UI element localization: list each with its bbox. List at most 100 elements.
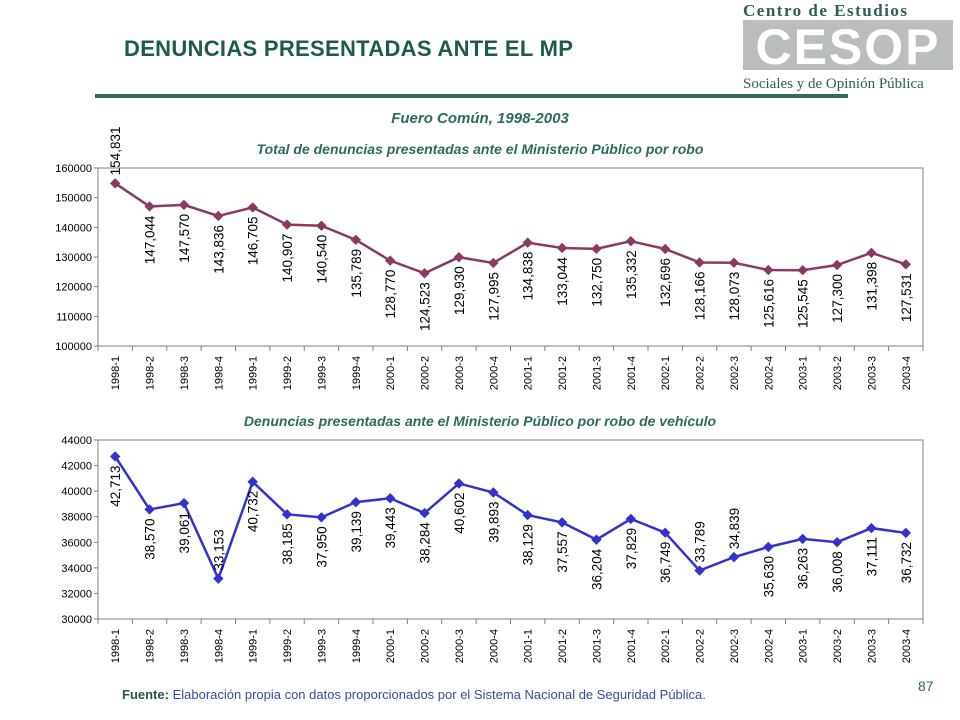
chart1-data-label: 147,044 xyxy=(143,215,158,264)
chart2-xtick-label: 2000-1 xyxy=(385,629,397,663)
chart2-data-label: 42,713 xyxy=(108,465,123,506)
chart2-point xyxy=(144,504,155,515)
chart1-point xyxy=(522,237,533,248)
chart2-title: Denuncias presentadas ante el Ministerio… xyxy=(243,413,717,429)
chart1-point xyxy=(659,243,671,255)
chart1-xtick-label: 1998-2 xyxy=(145,356,157,390)
chart2-xtick-label: 2000-4 xyxy=(488,629,500,663)
chart1-data-label: 132,696 xyxy=(658,258,673,307)
chart2-point xyxy=(488,487,499,498)
chart2-xtick-label: 2003-3 xyxy=(866,629,878,663)
chart1-series-line xyxy=(114,182,907,275)
chart1-point xyxy=(453,252,465,263)
chart2-data-label: 33,153 xyxy=(211,529,226,570)
chart1-ytick-label: 120000 xyxy=(55,282,92,294)
chart1-xtick-label: 2001-4 xyxy=(626,356,638,390)
chart2-xtick-label: 2000-3 xyxy=(454,629,466,663)
chart1-data-label: 131,398 xyxy=(864,262,879,311)
chart2-ytick-label: 42000 xyxy=(61,461,92,473)
chart2-point xyxy=(728,551,740,563)
logo-top-text: Centro de Estudios xyxy=(743,1,909,20)
chart2-data-label: 39,443 xyxy=(383,507,398,548)
chart2-point xyxy=(522,509,533,521)
chart2-xtick-label: 1999-4 xyxy=(351,629,363,663)
chart1-data-label: 127,300 xyxy=(830,274,845,323)
chart1-xtick-label: 1998-1 xyxy=(110,356,122,390)
chart2-data-label: 39,893 xyxy=(486,502,501,543)
chart1-point xyxy=(900,259,912,270)
chart-subtitle: Fuero Común, 1998-2003 xyxy=(391,110,569,127)
chart1-xtick-label: 2002-2 xyxy=(695,356,707,390)
logo-block xyxy=(743,20,953,70)
chart1-data-label: 140,540 xyxy=(314,235,329,284)
chart2-data-label: 36,749 xyxy=(658,542,673,583)
chart2-series-line xyxy=(114,455,906,583)
chart1-point xyxy=(556,242,568,254)
chart1-point xyxy=(694,257,705,268)
chart2-data-label: 36,732 xyxy=(899,542,914,583)
chart2-data-label: 36,263 xyxy=(796,548,811,589)
chart2-point xyxy=(900,527,912,539)
chart1-xtick-label: 2003-2 xyxy=(832,356,844,390)
chart2-xtick-label: 1999-2 xyxy=(282,629,294,663)
chart1-data-label: 124,523 xyxy=(418,282,433,331)
chart2-ytick-label: 34000 xyxy=(61,563,92,575)
chart1-point xyxy=(281,219,293,230)
chart1-xtick-label: 1998-3 xyxy=(179,356,191,390)
chart2-xtick-label: 2003-4 xyxy=(901,629,913,663)
chart1-point xyxy=(109,178,121,189)
chart1-title: Total de denuncias presentadas ante el M… xyxy=(256,141,704,157)
chart1-data-label: 147,570 xyxy=(177,214,192,263)
chart1-data-label: 125,545 xyxy=(796,279,811,328)
chart1-xtick-label: 2002-3 xyxy=(729,356,741,390)
chart2-xtick-label: 2000-2 xyxy=(420,629,432,663)
chart1-point xyxy=(178,199,190,211)
chart1-point xyxy=(866,247,877,259)
chart2-point xyxy=(556,517,568,528)
chart1-xtick-label: 2001-2 xyxy=(557,356,569,390)
chart2-xtick-label: 2001-3 xyxy=(591,629,603,663)
chart1-xtick-label: 2000-4 xyxy=(488,356,500,390)
chart2-ytick-label: 30000 xyxy=(61,614,92,626)
chart1-point xyxy=(350,234,362,246)
chart2-data-label: 38,284 xyxy=(418,522,433,564)
logo-letters: CESOP xyxy=(755,19,940,75)
chart1-data-label: 127,531 xyxy=(899,273,914,322)
chart2-data-label: 40,602 xyxy=(452,492,467,533)
chart2-data-label: 39,139 xyxy=(349,511,364,552)
chart2-data-label: 37,111 xyxy=(864,537,879,576)
chart1-data-label: 132,750 xyxy=(589,258,604,307)
chart2-xtick-label: 2001-4 xyxy=(626,629,638,663)
chart1-data-label: 128,166 xyxy=(693,271,708,320)
chart2-xtick-label: 2002-1 xyxy=(660,629,672,663)
chart1-data-label: 143,836 xyxy=(211,225,226,274)
chart1-xtick-label: 2003-4 xyxy=(901,356,913,390)
chart2-data-label: 34,839 xyxy=(727,508,742,549)
title-divider xyxy=(95,94,848,98)
chart1-xtick-label: 1998-4 xyxy=(213,356,225,390)
source-text: Elaboración propia con datos proporciona… xyxy=(168,687,706,702)
chart2-data-label: 37,950 xyxy=(314,526,329,567)
chart1-ytick-label: 160000 xyxy=(55,163,92,175)
page-title: DENUNCIAS PRESENTADAS ANTE EL MP xyxy=(124,36,574,61)
chart2-xtick-label: 1998-4 xyxy=(213,629,225,663)
chart2-data-label: 35,630 xyxy=(761,556,776,597)
source-note: Fuente: Elaboración propia con datos pro… xyxy=(122,687,706,702)
chart2-data-label: 38,185 xyxy=(280,523,295,564)
chart1-ytick-label: 110000 xyxy=(56,311,92,323)
chart2-xtick-label: 1998-3 xyxy=(179,629,191,663)
chart1-ytick-label: 130000 xyxy=(55,252,92,264)
chart1-xtick-label: 2001-3 xyxy=(591,356,603,390)
chart1-data-label: 133,044 xyxy=(555,256,570,305)
chart2-ytick-label: 44000 xyxy=(61,435,92,447)
chart2-point xyxy=(866,522,877,534)
chart1-data-label: 134,838 xyxy=(521,252,536,301)
chart1-ytick-label: 150000 xyxy=(55,193,92,205)
chart1-xtick-label: 2002-1 xyxy=(660,356,672,390)
chart1-point xyxy=(625,235,637,247)
cesop-logo: Centro de Estudios CESOP Sociales y de O… xyxy=(743,1,953,92)
chart2-point xyxy=(384,493,396,504)
chart1-data-label: 140,907 xyxy=(280,234,295,283)
chart1-data-label: 129,930 xyxy=(452,266,467,315)
